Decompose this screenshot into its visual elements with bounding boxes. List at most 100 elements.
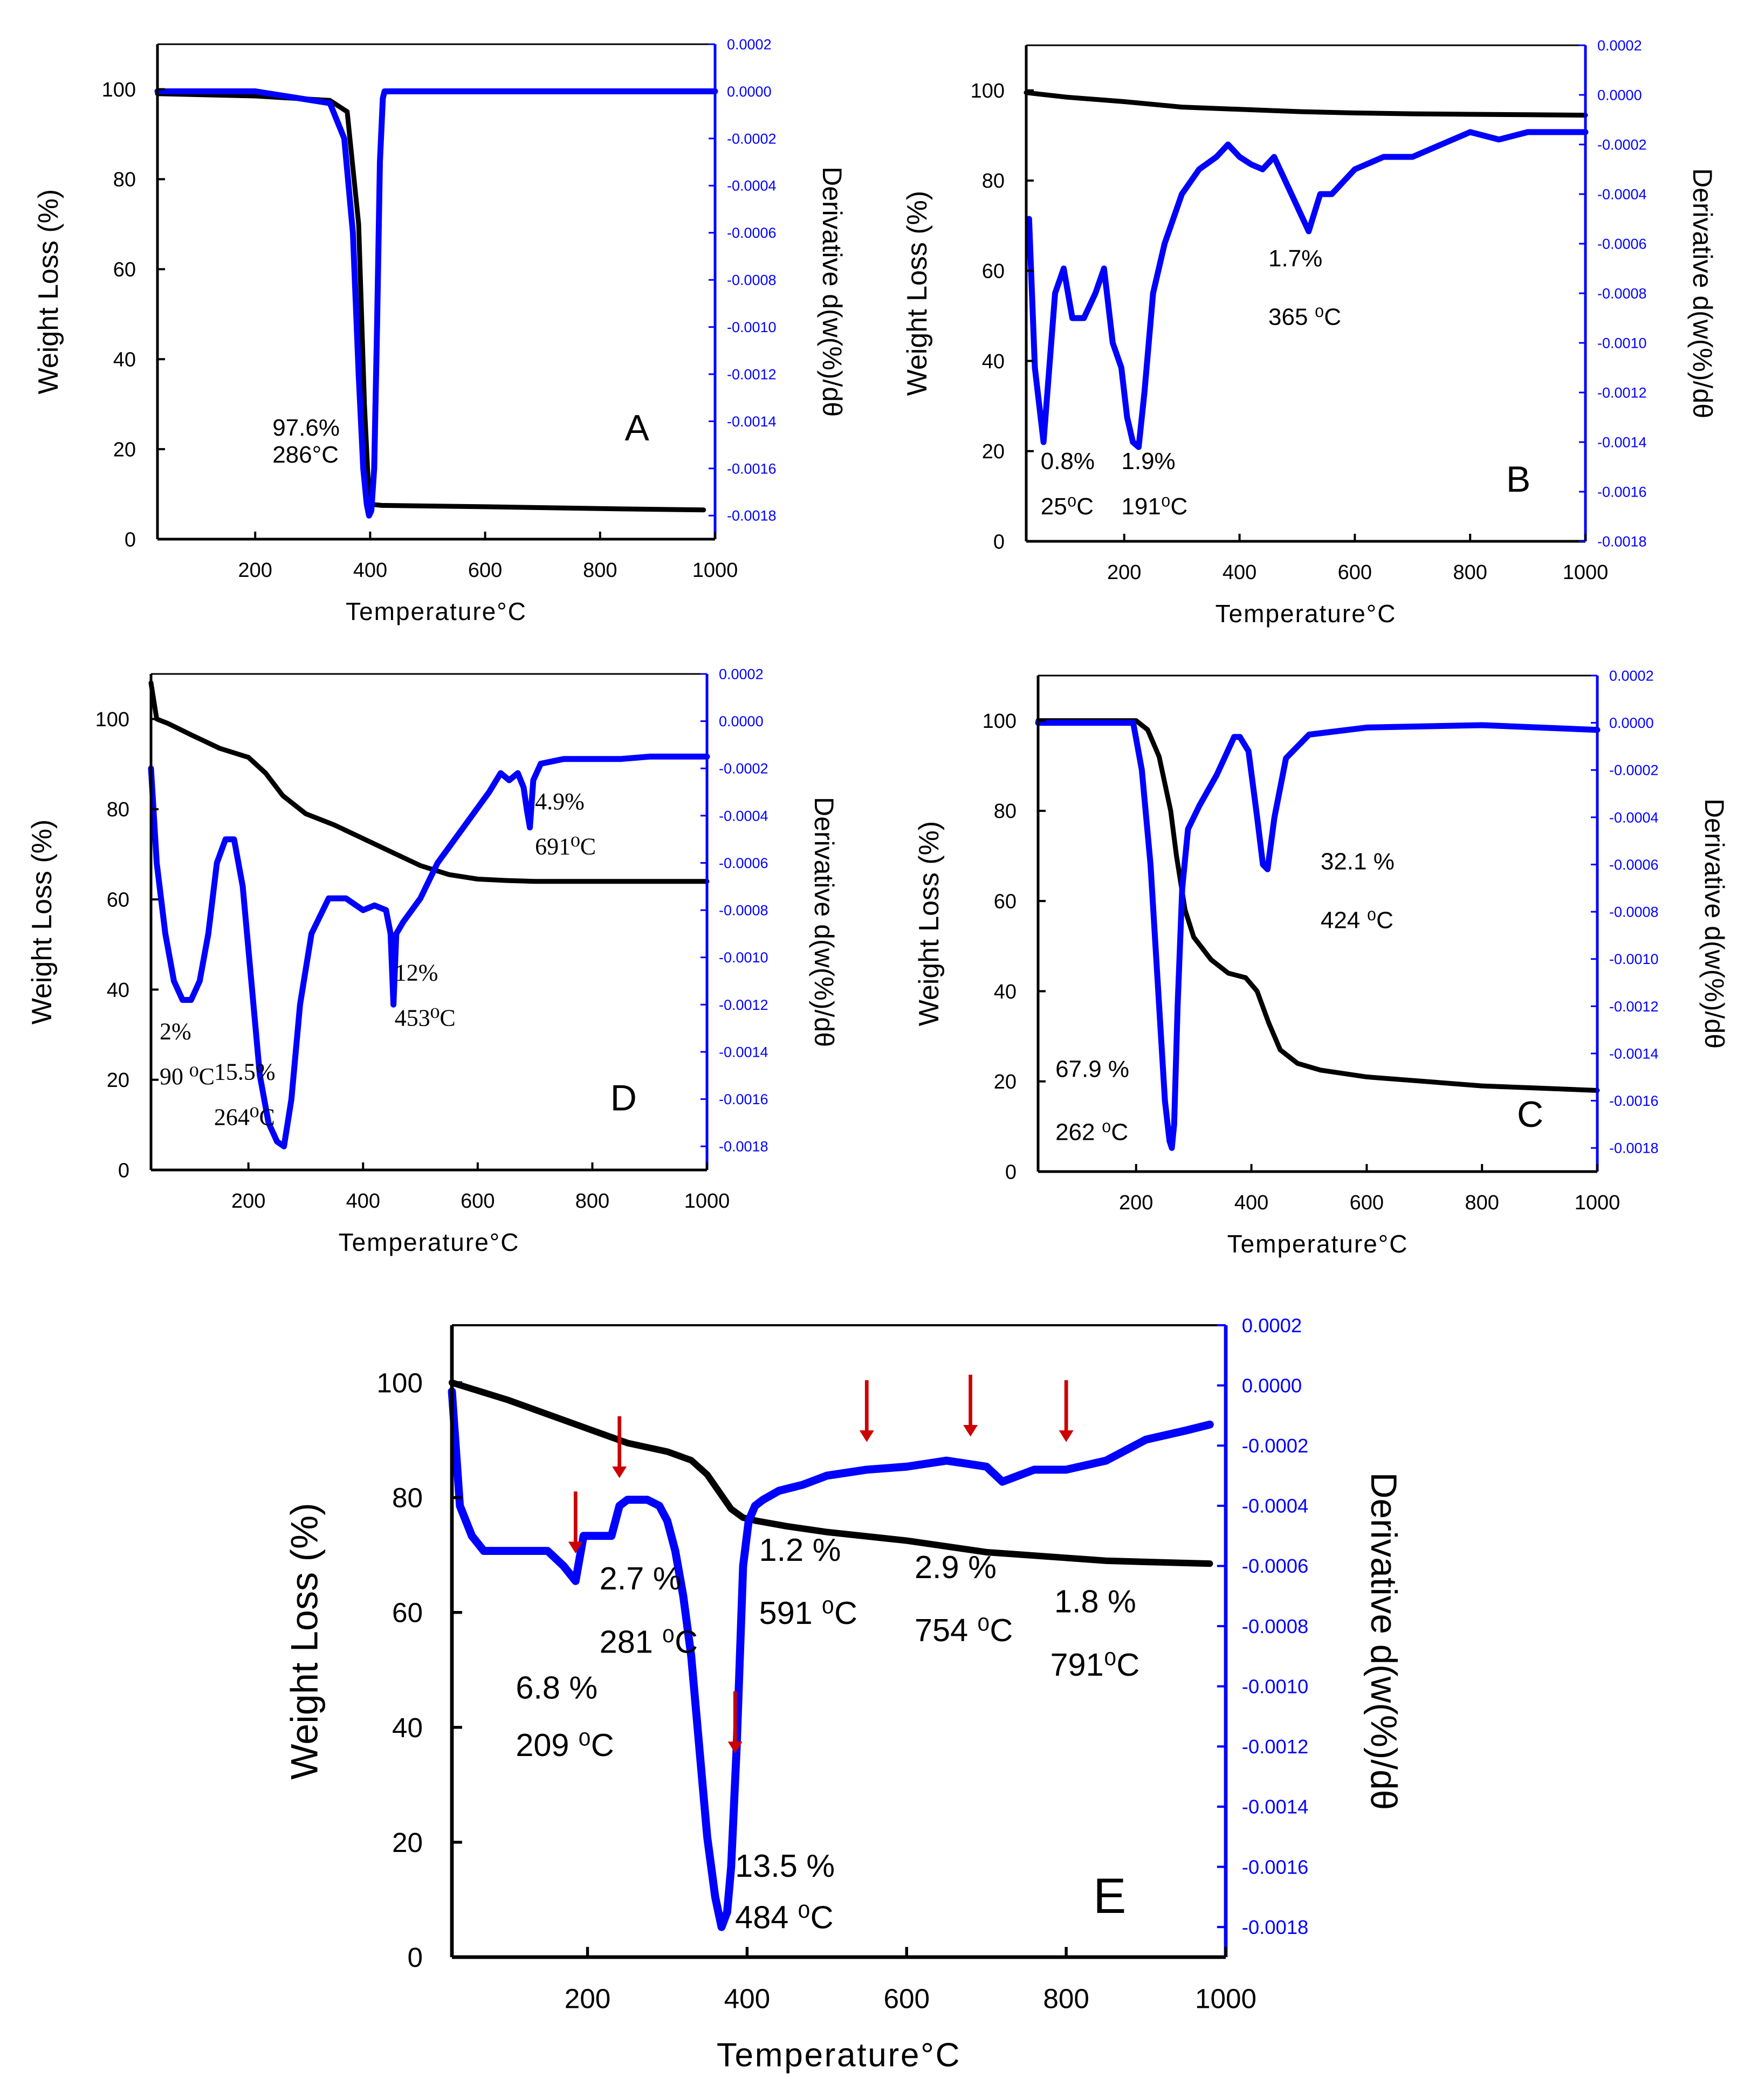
peak-annotation: 484 ⁰C	[735, 1899, 833, 1936]
x-tick-label: 1000	[1563, 561, 1609, 584]
y-tick-label: 80	[982, 170, 1005, 192]
dtg-curve	[148, 753, 710, 1149]
y2-tick-label: -0.0014	[719, 1044, 768, 1060]
peak-annotation: 4.9%	[535, 788, 585, 815]
y-axis-title: Weight Loss (%)	[914, 821, 945, 1027]
x-tick-label: 200	[1119, 1192, 1153, 1214]
y2-tick-label: -0.0004	[727, 178, 777, 194]
y2-tick-label: 0.0000	[1609, 715, 1654, 731]
y-tick-label: 80	[107, 798, 129, 821]
tg-curve	[1024, 90, 1588, 118]
y2-tick-label: -0.0012	[719, 997, 768, 1013]
y-tick-label: 40	[107, 979, 129, 1002]
y2-tick-label: -0.0010	[719, 949, 768, 966]
y2-tick-label: -0.0014	[1597, 434, 1647, 450]
y-tick-label: 60	[113, 259, 136, 281]
peak-annotation: 25⁰C	[1041, 493, 1094, 520]
y2-tick-label: -0.0010	[1597, 335, 1647, 351]
y2-tick-label: -0.0010	[1609, 951, 1659, 967]
y-tick-label: 100	[983, 710, 1017, 733]
x-tick-label: 400	[1234, 1192, 1268, 1214]
red-down-arrow-icon	[568, 1491, 583, 1554]
y-tick-label: 100	[95, 708, 129, 731]
peak-annotation: 264⁰C	[214, 1104, 275, 1130]
peak-annotation: 1.7%	[1268, 245, 1322, 272]
y2-tick-label: 0.0000	[719, 713, 764, 729]
red-down-arrow-icon	[1059, 1380, 1074, 1442]
y2-tick-label: -0.0010	[727, 319, 777, 335]
x-tick-label: 1000	[692, 559, 738, 582]
y-tick-label: 0	[993, 531, 1005, 553]
peak-annotation: 791⁰C	[1050, 1647, 1140, 1683]
y-axis-title: Weight Loss (%)	[26, 820, 58, 1025]
y2-tick-label: 0.0002	[1597, 37, 1642, 53]
tg-curve	[1035, 718, 1600, 1093]
y2-tick-label: -0.0008	[719, 903, 768, 919]
x-tick-label: 600	[1350, 1192, 1384, 1214]
x-tick-label: 1000	[1575, 1192, 1620, 1214]
panel-label: A	[625, 407, 650, 448]
y2-tick-label: 0.0000	[1597, 87, 1642, 103]
y-axis-title: Weight Loss (%)	[33, 189, 64, 395]
dtg-curve	[448, 1387, 1214, 1931]
panel-c: 200 400 600 800 1000 0 20 40 60 80 100 0.0002 0.0000…	[914, 667, 1729, 1258]
peak-annotation: 2.7 %	[600, 1560, 682, 1596]
y-tick-label: 60	[982, 260, 1005, 283]
peak-annotation: 281 ⁰C	[600, 1623, 698, 1660]
y2-tick-label: 0.0002	[719, 666, 764, 682]
red-down-arrow-icon	[963, 1374, 978, 1437]
x-tick-label: 600	[883, 1984, 930, 2014]
peak-annotation: 90 ⁰C	[160, 1063, 215, 1090]
y-tick-label: 40	[392, 1712, 423, 1743]
y2-tick-label: -0.0004	[1597, 186, 1647, 202]
y-tick-label: 40	[113, 348, 136, 371]
y-tick-label: 100	[971, 80, 1005, 102]
peak-annotation: 1.9%	[1121, 448, 1175, 474]
peak-annotation: 262 ⁰C	[1055, 1119, 1128, 1145]
peak-annotation: 32.1 %	[1321, 849, 1395, 875]
peak-annotation: 6.8 %	[516, 1670, 598, 1706]
y2-axis-title: Derivative d(w(%)/dθ	[809, 797, 839, 1047]
x-axis-title: Temperature°C	[346, 597, 527, 625]
y2-tick-label: -0.0014	[1242, 1796, 1309, 1818]
y2-axis-title: Derivative d(w(%)/dθ	[1699, 798, 1729, 1049]
x-tick-label: 200	[238, 559, 272, 582]
peak-annotation: 13.5 %	[735, 1848, 835, 1884]
peak-annotation: 67.9 %	[1055, 1056, 1129, 1082]
y-tick-label: 20	[982, 440, 1005, 463]
x-tick-label: 1000	[1195, 1984, 1256, 2014]
peak-annotation: 15.5%	[214, 1059, 276, 1085]
y2-tick-label: -0.0012	[1597, 384, 1647, 401]
x-axis-title: Temperature°C	[339, 1228, 520, 1256]
x-tick-label: 200	[565, 1984, 611, 2014]
peak-annotation: 0.8%	[1041, 448, 1095, 474]
y2-tick-label: -0.0008	[1597, 285, 1647, 301]
red-down-arrow-icon	[727, 1691, 743, 1753]
y2-tick-label: -0.0008	[1242, 1615, 1309, 1637]
peak-annotation: 424 ⁰C	[1321, 907, 1393, 933]
y-tick-label: 80	[392, 1483, 423, 1513]
y-tick-label: 0	[125, 528, 136, 551]
y2-tick-label: -0.0012	[1242, 1736, 1309, 1758]
y2-tick-label: -0.0018	[1609, 1140, 1659, 1156]
y2-tick-label: -0.0006	[1597, 236, 1647, 252]
peak-annotation: 453⁰C	[395, 1004, 456, 1031]
x-tick-label: 800	[583, 559, 617, 582]
y2-tick-label: -0.0004	[1242, 1495, 1309, 1517]
peak-annotation: 2.9 %	[915, 1549, 997, 1585]
peak-annotation: 2%	[160, 1018, 191, 1044]
y2-tick-label: -0.0016	[719, 1091, 768, 1107]
x-tick-label: 600	[461, 1190, 495, 1213]
y2-tick-label: 0.0000	[727, 84, 772, 100]
y2-tick-label: -0.0018	[719, 1139, 768, 1155]
x-tick-label: 400	[724, 1984, 771, 2014]
y-axis-title: Weight Loss (%)	[902, 191, 933, 396]
x-tick-label: 400	[346, 1190, 380, 1213]
y2-tick-label: -0.0012	[1609, 999, 1659, 1015]
y2-tick-label: -0.0016	[1609, 1093, 1659, 1109]
peak-annotation: 12%	[395, 960, 438, 986]
peak-annotation: 97.6%	[272, 415, 340, 441]
x-tick-label: 800	[1453, 561, 1487, 584]
y2-tick-label: -0.0016	[1597, 484, 1647, 500]
